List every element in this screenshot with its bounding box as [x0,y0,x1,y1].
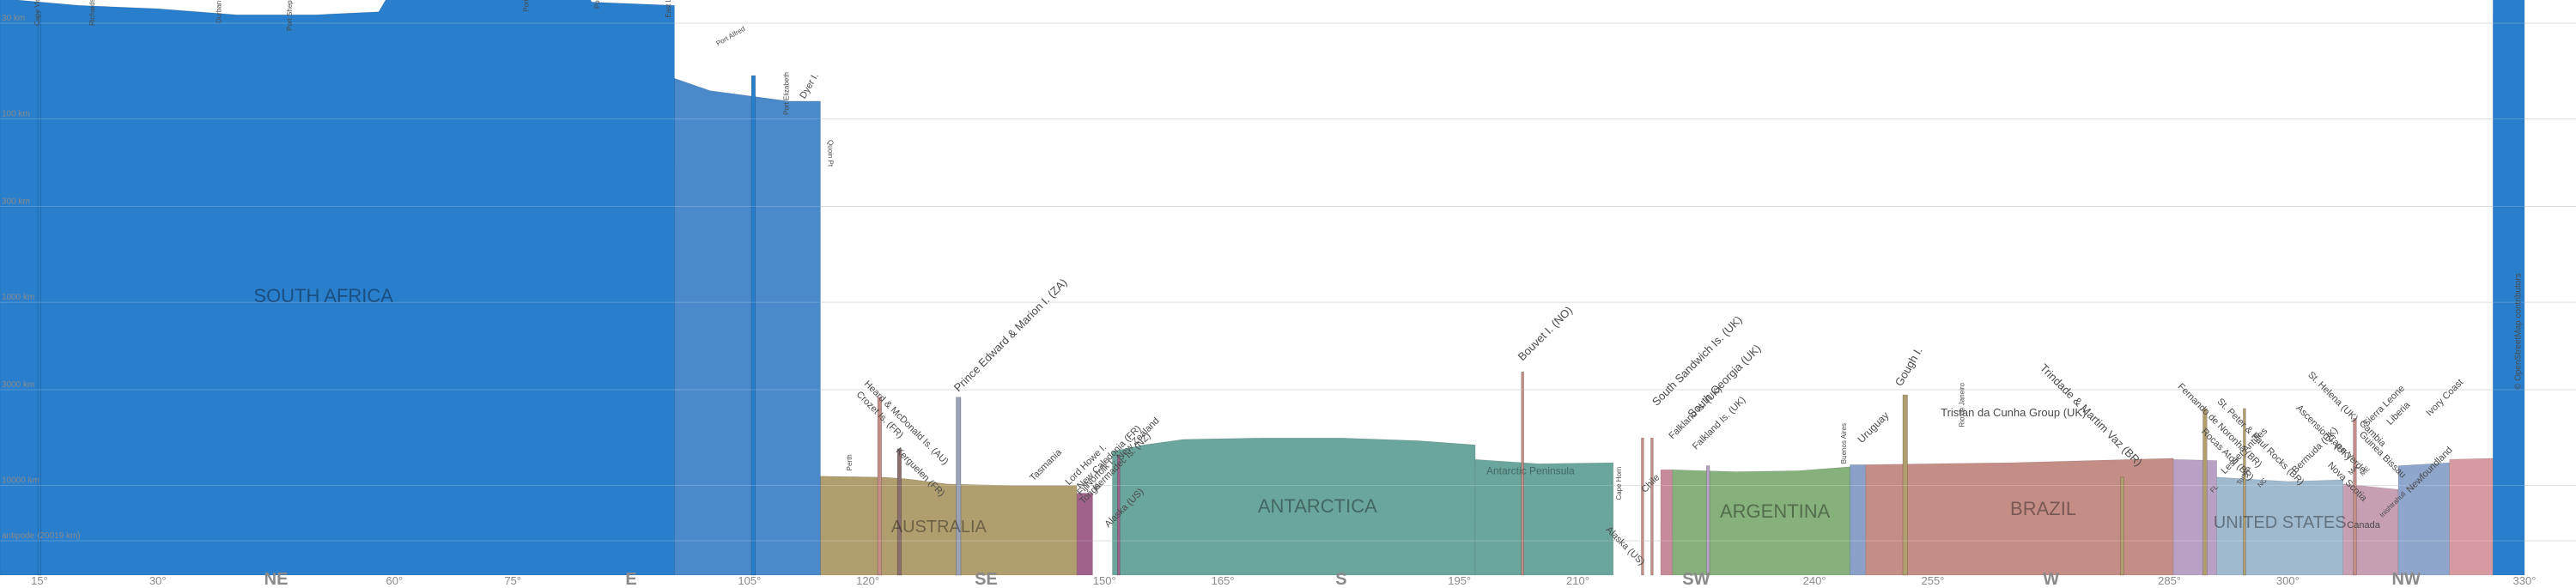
island-spike-14 [2353,418,2357,576]
island-spike-7 [1641,437,1644,576]
annotation-quoin-pt: Quoin Pt [827,140,835,167]
x-tick-240: 240° [1803,574,1826,587]
coastline-regions [0,0,2525,576]
x-tick-330: 330° [2513,574,2537,587]
x-tick-75: 75° [504,574,521,587]
annotation-durban: Durban [215,1,222,23]
x-tick-255: 255° [1921,574,1944,587]
region-ivory-coast [2449,458,2494,576]
island-spike-4 [956,397,962,576]
annotation-south-sandwich-is-uk: South Sandwich Is. (UK) [1649,313,1745,409]
x-tick-se: SE [975,570,998,588]
region-west-africa [2397,462,2451,576]
gridline-label-10000-km: 10000 km [2,476,39,486]
annotation-east-london: East London [665,0,672,18]
annotation-port-alfred: Port Alfred [715,25,747,47]
gridline-label-300-km: 300 km [2,197,30,207]
annotation-port-shepstone: Port Shepstone [286,0,294,31]
island-spike-11 [2120,476,2124,576]
x-tick-30: 30° [149,574,167,587]
annotation-port-elizabeth: Port Elizabeth [783,72,791,115]
gridline-label-30-km: 30 km [2,14,25,23]
annotation-uruguay: Uruguay [1855,409,1891,446]
annotation-openstreetmap-contributors: © OpenStreetMap contributors [2513,273,2523,390]
island-spike-9 [1706,465,1710,576]
annotation-prince-edward-marion-i-za: Prince Edward & Marion I. (ZA) [951,276,1070,394]
annotation-cape-horn: Cape Horn [1615,467,1623,500]
gridline-label-1000-km: 1000 km [2,293,34,302]
annotation-port-edward: Port Edward [523,0,531,12]
x-tick-105: 105° [738,574,761,587]
annotation-port-st-johns: Port St Johns [593,0,601,9]
x-tick-15: 15° [31,574,48,587]
region-uruguay [1850,464,1867,576]
region-french-guiana-suriname-guyana-venezuela [2172,458,2218,576]
region-south-africa-west [2492,0,2525,576]
x-tick-165: 165° [1212,574,1235,587]
annotation-cape-vidal: Cape Vidal [33,0,41,26]
gridline-label-100-km: 100 km [2,110,30,119]
region-label-australia: AUSTRALIA [891,518,987,536]
region-tasmania [1076,493,1093,576]
island-spike-0 [37,11,42,576]
region-label-south-africa: SOUTH AFRICA [253,285,393,306]
region-label-brazil: BRAZIL [2010,498,2076,519]
x-tick-s: S [1335,570,1346,588]
region-south-africa [0,0,675,576]
annotation-buenos-aires: Buenos Aires [1840,423,1848,464]
annotation-richards-bay: Richards Bay [88,0,96,26]
region-label-antarctica: ANTARCTICA [1258,495,1377,517]
region-united-states [2216,476,2344,576]
x-tick-w: W [2043,570,2059,588]
island-spike-8 [1650,437,1654,576]
annotation-tristan-da-cunha-group-uk: Tristan da Cunha Group (UK) [1941,406,2086,419]
annotation-tasmania: Tasmania [1028,447,1064,483]
x-tick-60: 60° [386,574,404,587]
island-spike-2 [877,397,882,576]
region-label-argentina: ARGENTINA [1720,500,1831,522]
annotation-canada: Canada [2347,520,2380,530]
region-labels: SOUTH AFRICA AUSTRALIA ANTARCTICA Antarctic… [253,285,2346,536]
x-tick-ne: NE [264,570,289,588]
annotation-perth: Perth [846,454,854,470]
region-label-antarctic-peninsula: Antarctic Peninsula [1486,465,1575,477]
region-south-africa-south-coast [674,77,821,576]
island-spike-3 [896,448,902,576]
gridline-label-3000-km: 3000 km [2,380,34,390]
x-tick-210: 210° [1566,574,1589,587]
annotation-bouvet-i-no: Bouvet I. (NO) [1516,304,1575,363]
gridline-label-antipode-20019-km: antipode (20019 km) [2,531,81,541]
region-australia [820,476,1078,576]
x-tick-300: 300° [2276,574,2300,587]
x-tick-120: 120° [856,574,879,587]
island-spike-1 [750,75,756,576]
region-label-united-states: UNITED STATES [2214,513,2347,532]
region-antarctica [1112,437,1476,576]
region-antarctic-peninsula [1474,458,1614,576]
annotation-rio-de-janeiro: Rio de Janeiro [1959,382,1966,427]
x-tick-e: E [625,570,636,588]
x-tick-nw: NW [2392,570,2421,588]
island-spike-5 [1117,454,1121,576]
x-tick-195: 195° [1448,574,1471,587]
island-spike-6 [1521,372,1524,576]
annotation-gough-i: Gough I. [1893,345,1925,389]
x-tick-150: 150° [1093,574,1116,587]
island-spikes [0,11,2576,576]
annotation-ivory-coast: Ivory Coast [2424,377,2465,418]
island-spike-12 [2202,408,2208,576]
island-spike-13 [2243,408,2246,576]
annotation-dyer-i: Dyer I. [798,71,821,100]
x-tick-285: 285° [2158,574,2181,587]
x-tick-sw: SW [1682,570,1710,588]
island-spike-10 [1902,394,1908,576]
x-axis: 15° 30° NE 60° 75° E 105° 120° SE 150° 165° S 195° 21… [31,570,2536,588]
